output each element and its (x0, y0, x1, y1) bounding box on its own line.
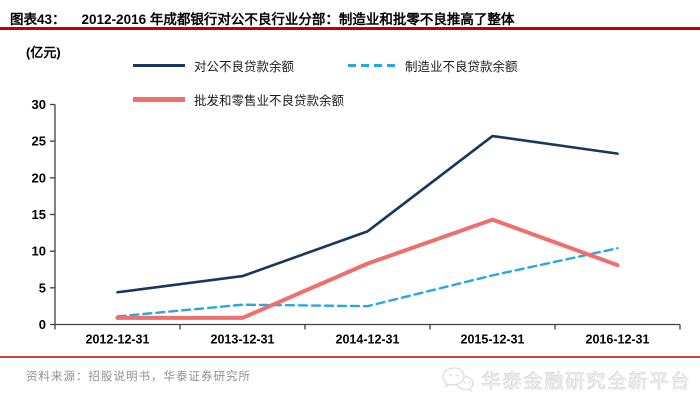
y-axis-unit-label: (亿元) (26, 45, 61, 60)
y-tick-label: 0 (39, 317, 46, 332)
x-tick-label: 2014-12-31 (336, 333, 400, 347)
y-tick-label: 5 (39, 280, 46, 295)
series-line-2 (115, 217, 620, 320)
x-tick-label: 2012-12-31 (86, 333, 150, 347)
y-tick-label: 10 (32, 244, 46, 259)
legend-line-solid-red (133, 97, 185, 102)
legend-item-corporate-npl: 对公不良贷款余额 (133, 56, 294, 75)
source-note: 资料来源：招股说明书，华泰证券研究所 (26, 371, 251, 383)
page-title: 2012-2016 年成都银行对公不良行业分部：制造业和批零不良推高了整体 (81, 12, 515, 27)
x-tick-label: 2015-12-31 (461, 333, 525, 347)
figure-number: 图表43： (10, 12, 66, 27)
footer-divider (0, 356, 700, 358)
legend-label: 批发和零售业不良贷款余额 (194, 94, 345, 108)
legend-item-wholesale-retail-npl: 批发和零售业不良贷款余额 (133, 90, 344, 109)
y-tick-label: 20 (32, 170, 46, 185)
line-chart: 0 5 10 15 20 25 30 2012-12-31 2013-12-31 2014-12-… (32, 97, 681, 347)
axes (54, 104, 680, 326)
legend-item-manufacturing-npl: 制造业不良贷款余额 (348, 56, 518, 75)
title-divider (0, 27, 700, 30)
legend-label: 对公不良贷款余额 (194, 60, 295, 74)
series-line-0 (116, 134, 619, 294)
watermark-text: 华泰金融研究全新平台 (481, 371, 692, 393)
x-tick-label: 2013-12-31 (211, 333, 275, 347)
chart-header: 图表43： 2012-2016 年成都银行对公不良行业分部：制造业和批零不良推高了… (10, 8, 514, 28)
wechat-icon (442, 367, 474, 393)
brand-watermark: 华泰金融研究全新平台 (441, 366, 692, 394)
y-tick-label: 15 (32, 207, 46, 222)
y-tick-label: 25 (32, 134, 46, 149)
legend-line-solid-navy (133, 64, 185, 67)
series-line-1 (116, 247, 619, 318)
legend-line-dashed-blue (348, 64, 396, 67)
plot-area: 0 5 10 15 20 25 30 2012-12-31 2013-12-31 2014-12-… (0, 95, 700, 357)
legend-label: 制造业不良贷款余额 (405, 60, 518, 74)
x-tick-label: 2016-12-31 (586, 333, 650, 347)
y-tick-label: 30 (32, 97, 46, 112)
